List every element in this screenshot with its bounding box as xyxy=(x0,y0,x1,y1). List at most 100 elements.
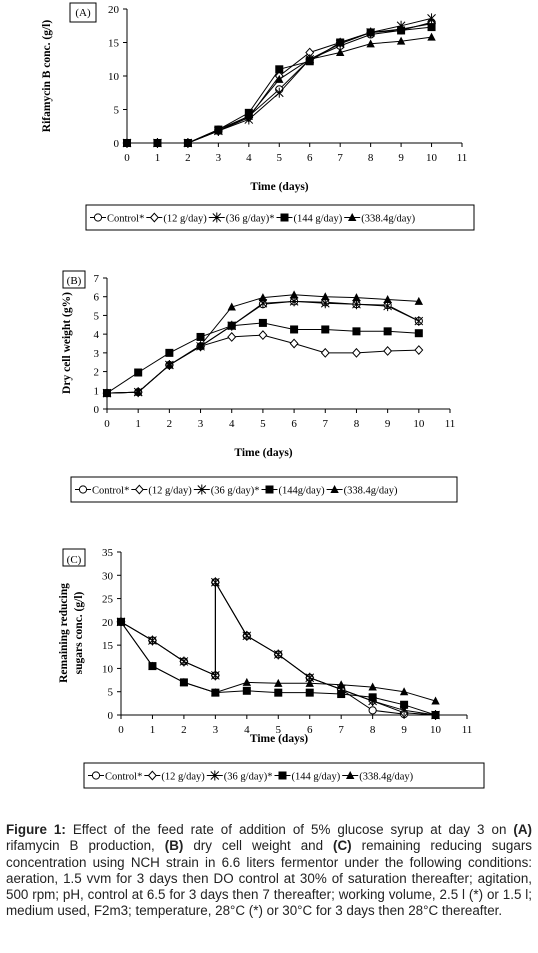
y-axis-label: sugars conc. (g/l) xyxy=(73,591,85,674)
y-tick-label: 0 xyxy=(94,404,100,416)
legend-label: (12 g/day) xyxy=(163,214,207,225)
series-triangle xyxy=(102,290,424,397)
x-tick-label: 0 xyxy=(124,152,130,164)
data-point-triangle xyxy=(148,661,157,670)
data-point-asterisk xyxy=(242,630,252,641)
x-tick-label: 6 xyxy=(307,152,313,164)
x-tick-label: 6 xyxy=(307,724,313,736)
legend-marker-circle xyxy=(91,771,101,780)
y-axis-label: Remaining reducing xyxy=(58,583,70,683)
data-point-square xyxy=(366,28,375,37)
data-point-triangle xyxy=(399,687,409,696)
panel-label: (B) xyxy=(67,275,82,287)
x-tick-label: 5 xyxy=(260,418,266,430)
x-tick-label: 0 xyxy=(118,724,124,736)
data-point-square xyxy=(305,688,314,697)
x-tick-label: 10 xyxy=(426,152,438,164)
data-point-triangle xyxy=(122,138,132,147)
series-asterisk xyxy=(102,296,424,399)
data-point-triangle xyxy=(275,74,284,83)
y-tick-label: 5 xyxy=(94,310,100,322)
y-tick-label: 6 xyxy=(94,292,100,304)
data-point-triangle xyxy=(366,39,375,48)
data-point-square xyxy=(196,332,205,341)
legend-marker-asterisk xyxy=(197,484,207,495)
y-tick-label: 20 xyxy=(108,4,120,16)
data-point-triangle xyxy=(102,388,112,397)
data-point-triangle xyxy=(383,295,392,304)
data-point-diamond xyxy=(351,347,361,358)
legend-label: (338.4g/day) xyxy=(361,214,415,225)
legend-marker-square xyxy=(278,771,287,780)
series-square xyxy=(123,23,436,147)
caption-panel-a: (A) xyxy=(513,822,532,837)
series-diamond xyxy=(122,18,437,148)
series-line xyxy=(106,300,420,394)
data-point-triangle xyxy=(227,302,236,311)
x-tick-label: 3 xyxy=(213,724,219,736)
panel-label-box xyxy=(69,2,97,23)
series-line xyxy=(106,300,420,394)
legend-marker-diamond xyxy=(134,484,144,495)
data-point-square xyxy=(427,23,436,32)
panel-label-box xyxy=(62,548,86,567)
data-point-diamond xyxy=(414,345,424,355)
data-point-triangle xyxy=(258,293,268,302)
data-point-diamond xyxy=(383,346,393,356)
data-point-triangle xyxy=(244,111,254,120)
y-tick-label: 0 xyxy=(108,710,114,722)
caption-text-2: rifamycin B production, xyxy=(6,838,165,854)
data-point-triangle xyxy=(242,677,252,686)
x-tick-label: 1 xyxy=(155,152,161,164)
series-triangle xyxy=(122,32,436,147)
legend-label: Control* xyxy=(105,772,142,783)
y-tick-label: 10 xyxy=(102,663,114,675)
data-point-asterisk xyxy=(273,649,283,660)
data-point-square xyxy=(290,325,299,334)
data-point-triangle xyxy=(396,36,406,45)
data-point-triangle xyxy=(133,387,143,396)
x-tick-label: 4 xyxy=(229,418,235,430)
figure-caption: Figure 1: Effect of the feed rate of add… xyxy=(6,822,532,920)
y-tick-label: 25 xyxy=(102,594,114,606)
x-tick-label: 2 xyxy=(167,418,173,430)
caption-label: Figure 1: xyxy=(6,822,66,837)
data-point-asterisk xyxy=(427,13,436,24)
y-tick-label: 5 xyxy=(108,687,114,699)
panel-label: (A) xyxy=(75,7,91,19)
x-tick-label: 8 xyxy=(354,418,360,430)
x-tick-label: 5 xyxy=(277,152,283,164)
legend-label: (12 g/day) xyxy=(148,486,192,497)
data-point-asterisk xyxy=(274,87,284,98)
data-point-triangle xyxy=(336,680,346,689)
data-point-square xyxy=(227,321,236,330)
y-axis-label: Dry cell weight (g%) xyxy=(61,292,73,394)
data-point-triangle xyxy=(352,293,361,302)
chart-2 xyxy=(62,548,485,789)
data-point-triangle xyxy=(196,340,205,349)
data-point-triangle xyxy=(305,54,314,63)
data-point-square xyxy=(397,26,406,35)
y-tick-label: 0 xyxy=(114,138,120,150)
caption-text-4: remaining reducing sugars concentration … xyxy=(6,838,532,919)
data-point-triangle xyxy=(211,688,220,697)
data-point-square xyxy=(400,700,409,709)
x-tick-label: 9 xyxy=(401,724,407,736)
series-line xyxy=(127,23,432,144)
x-tick-label: 7 xyxy=(337,152,343,164)
legend-marker-diamond xyxy=(147,770,157,781)
x-tick-label: 4 xyxy=(246,152,252,164)
chart-0 xyxy=(69,2,475,231)
caption-text-1: Effect of the feed rate of addition of 5… xyxy=(65,822,514,837)
legend-marker-square xyxy=(265,485,274,494)
x-axis-label: Time (days) xyxy=(234,447,292,459)
series-line xyxy=(106,294,419,394)
y-tick-label: 35 xyxy=(102,547,114,559)
y-tick-label: 15 xyxy=(108,38,120,50)
data-point-square xyxy=(258,318,267,327)
x-tick-label: 2 xyxy=(185,152,191,164)
data-point-triangle xyxy=(214,126,223,135)
y-tick-label: 4 xyxy=(94,329,100,341)
legend-label: (36 g/day)* xyxy=(226,214,275,225)
